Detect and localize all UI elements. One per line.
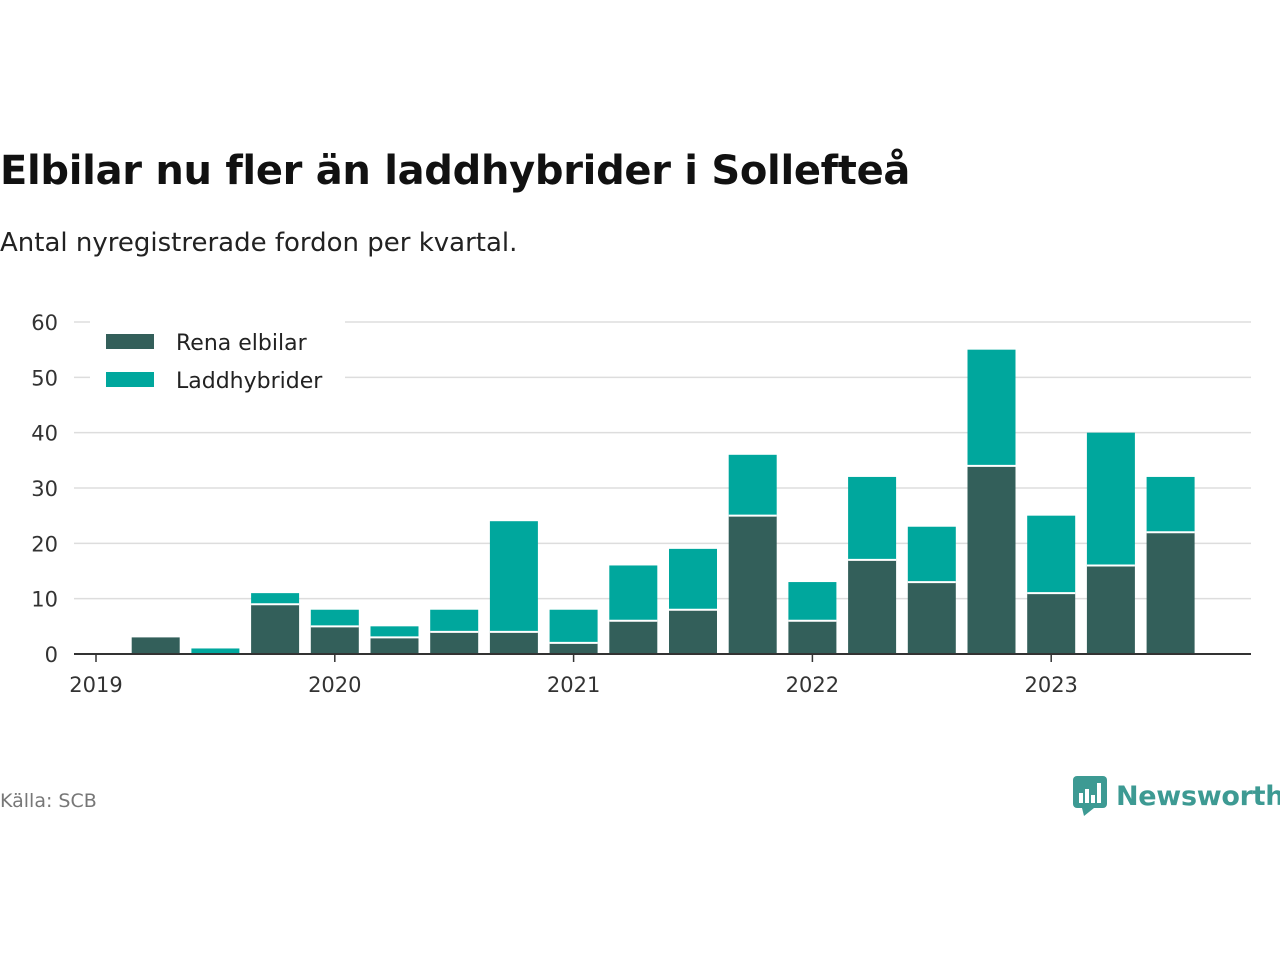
- bar-rena-elbilar: [370, 637, 419, 654]
- legend-label: Rena elbilar: [176, 331, 308, 356]
- bar-rena-elbilar: [1146, 532, 1195, 654]
- x-tick-label: 2021: [547, 673, 600, 697]
- bar-laddhybrider: [788, 582, 837, 621]
- bar-rena-elbilar: [967, 465, 1016, 654]
- bar-rena-elbilar: [489, 631, 538, 654]
- brand-name: Newsworthy: [1116, 780, 1280, 812]
- bar-rena-elbilar: [669, 609, 717, 654]
- bar-laddhybrider: [430, 609, 479, 632]
- legend-swatch: [106, 372, 154, 387]
- x-tick-label: 2022: [786, 673, 839, 697]
- chart-subtitle: Antal nyregistrerade fordon per kvartal.: [0, 228, 518, 258]
- bar-chart-bubble-icon: [1073, 776, 1107, 816]
- bar-rena-elbilar: [549, 642, 598, 654]
- y-tick-label: 50: [31, 366, 58, 390]
- bar-rena-elbilar: [609, 620, 658, 654]
- y-tick-label: 20: [31, 532, 58, 556]
- legend-swatch: [106, 334, 154, 349]
- bar-rena-elbilar: [1086, 565, 1135, 654]
- y-tick-label: 0: [45, 643, 58, 667]
- bar-rena-elbilar: [1027, 593, 1076, 654]
- bar-laddhybrider: [907, 526, 956, 583]
- bar-rena-elbilar: [848, 559, 897, 654]
- bar-rena-elbilar: [310, 626, 359, 654]
- y-tick-label: 40: [31, 422, 58, 446]
- bar-laddhybrider: [669, 548, 717, 610]
- bar-laddhybrider: [1146, 476, 1195, 533]
- bar-rena-elbilar: [430, 631, 479, 654]
- x-tick-label: 2023: [1024, 673, 1077, 697]
- bar-rena-elbilar: [788, 620, 837, 654]
- bar-laddhybrider: [489, 521, 538, 632]
- bar-laddhybrider: [549, 609, 598, 643]
- bar-laddhybrider: [370, 626, 419, 638]
- newsworthy-logo[interactable]: Newsworthy: [1072, 775, 1280, 817]
- x-tick-label: 2019: [69, 673, 122, 697]
- bar-laddhybrider: [310, 609, 359, 627]
- y-tick-label: 60: [31, 311, 58, 335]
- bar-laddhybrider: [967, 349, 1016, 466]
- chart-title: Elbilar nu fler än laddhybrider i Sollef…: [0, 148, 911, 194]
- bar-rena-elbilar: [131, 637, 180, 654]
- bar-rena-elbilar: [251, 604, 300, 654]
- y-tick-label: 30: [31, 477, 58, 501]
- source-note: Källa: SCB: [0, 790, 97, 812]
- bar-rena-elbilar: [728, 515, 777, 654]
- bar-laddhybrider: [609, 565, 658, 621]
- stacked-bar-chart: 0 10 20 30 40 50 60 2019 2020 2021 2022 2023 Rena el…: [31, 311, 1251, 697]
- bar-laddhybrider: [251, 593, 300, 605]
- bar-laddhybrider: [1086, 432, 1135, 566]
- y-tick-label: 10: [31, 588, 58, 612]
- bar-rena-elbilar: [907, 582, 956, 654]
- legend-label: Laddhybrider: [176, 369, 323, 394]
- legend-background: [90, 320, 345, 402]
- bar-laddhybrider: [728, 454, 777, 516]
- x-tick-label: 2020: [308, 673, 361, 697]
- bar-laddhybrider: [848, 476, 897, 560]
- bar-laddhybrider: [1027, 515, 1076, 594]
- bar-laddhybrider: [191, 648, 240, 654]
